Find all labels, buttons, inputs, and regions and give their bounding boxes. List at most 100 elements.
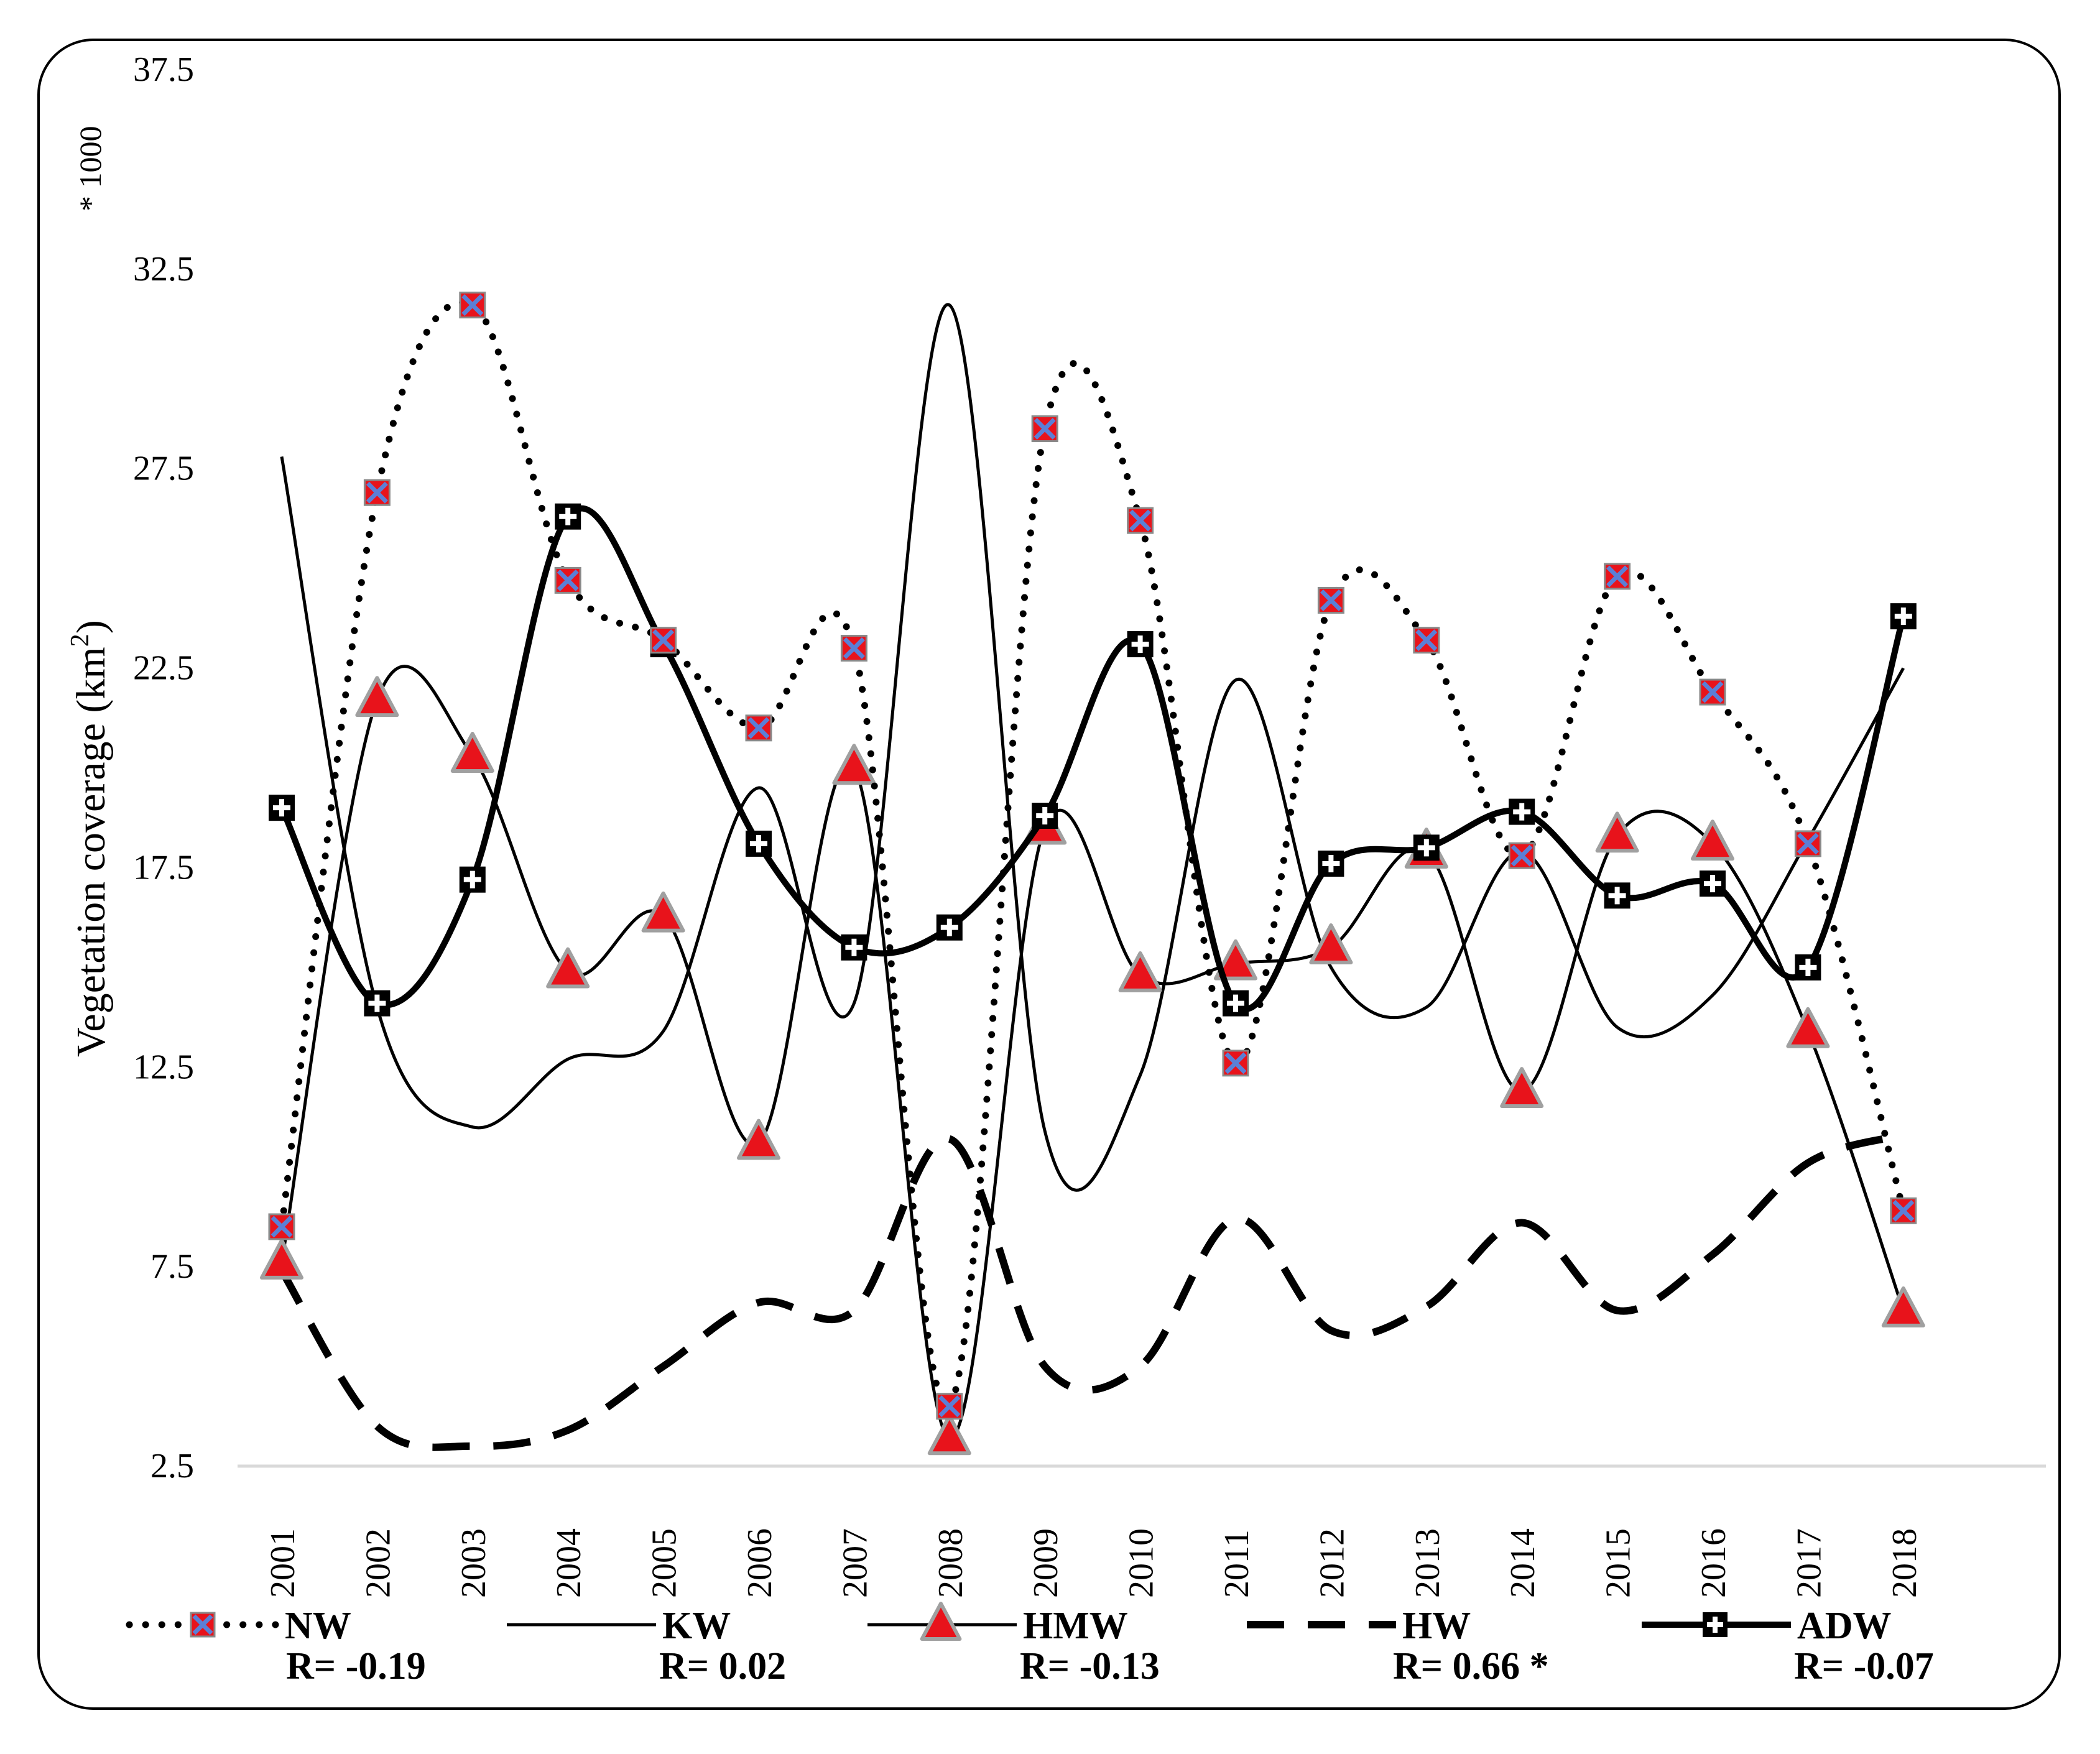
x-tick-label: 2005 <box>645 1528 684 1598</box>
series-nw <box>268 292 1917 1420</box>
y-tick-label: 27.5 <box>133 450 194 488</box>
data-point-nw <box>1890 1197 1917 1224</box>
data-point-hmw <box>1500 1067 1544 1108</box>
data-point-adw <box>1032 803 1058 829</box>
y-tick-label: 2.5 <box>150 1447 194 1485</box>
legend-r-value-kw: R= 0.02 <box>659 1645 786 1687</box>
data-point-adw <box>1795 954 1821 981</box>
data-point-adw <box>555 503 581 530</box>
data-point-nw <box>459 292 486 319</box>
data-point-nw <box>1604 563 1631 590</box>
x-tick-label: 2004 <box>550 1528 588 1598</box>
data-point-adw <box>269 795 295 821</box>
data-point-adw <box>364 990 391 1017</box>
legend-marker <box>920 1602 962 1641</box>
series-line-nw <box>278 299 1907 1411</box>
legend-marker <box>190 1612 216 1638</box>
data-point-hmw <box>1595 811 1639 853</box>
x-tick-label: 2008 <box>932 1528 970 1598</box>
data-point-adw <box>1604 882 1631 909</box>
y-tick-label: 17.5 <box>133 848 194 887</box>
data-point-nw <box>1699 678 1726 706</box>
data-point-nw <box>1222 1050 1249 1077</box>
series-hw <box>278 1131 1905 1451</box>
data-point-hmw <box>641 891 685 933</box>
series-line-hmw <box>280 665 1905 1440</box>
x-tick-label: 2010 <box>1122 1528 1161 1598</box>
data-point-adw <box>1413 834 1440 861</box>
data-point-adw <box>1318 851 1344 877</box>
legend-item-nw: NW <box>126 1605 351 1647</box>
data-point-hmw <box>927 1414 971 1456</box>
data-point-hmw <box>737 1119 780 1160</box>
x-tick-label: 2003 <box>455 1528 493 1598</box>
legend-r-value-hmw: R= -0.13 <box>1020 1645 1160 1687</box>
data-point-nw <box>840 634 867 662</box>
legend-label: ADW <box>1797 1605 1892 1647</box>
data-point-nw <box>1508 842 1535 869</box>
data-point-nw <box>1127 507 1154 534</box>
series-kw <box>280 303 1905 1192</box>
legend-r-value-adw: R= -0.07 <box>1794 1645 1934 1687</box>
data-point-nw <box>363 479 391 506</box>
y-tick-label: 32.5 <box>133 250 194 288</box>
data-point-hmw <box>260 1239 303 1280</box>
data-point-adw <box>1223 990 1249 1017</box>
data-point-nw <box>745 714 772 742</box>
legend-r-value-nw: R= -0.19 <box>286 1645 426 1687</box>
data-point-nw <box>268 1213 295 1240</box>
x-tick-label: 2013 <box>1408 1528 1447 1598</box>
legend-r-value-hw: R= 0.66 * <box>1393 1645 1549 1687</box>
legend-item-kw: KW <box>507 1605 731 1647</box>
legend-label: NW <box>285 1605 351 1647</box>
data-point-adw <box>1127 631 1154 658</box>
x-tick-label: 2002 <box>359 1528 397 1598</box>
y-tick-label: 37.5 <box>133 50 194 89</box>
x-tick-label: 2012 <box>1313 1528 1351 1598</box>
data-point-adw <box>459 866 486 893</box>
series-line-hw <box>278 1131 1905 1451</box>
data-point-hmw <box>832 744 876 785</box>
legend-item-hmw: HMW <box>867 1602 1128 1647</box>
data-point-nw <box>1794 830 1821 857</box>
data-point-adw <box>1890 603 1917 630</box>
data-point-hmw <box>1881 1286 1925 1327</box>
series-line-adw <box>279 505 1907 1012</box>
x-tick-label: 2001 <box>264 1528 302 1598</box>
x-tick-label: 2018 <box>1885 1528 1924 1598</box>
data-point-nw <box>554 566 581 594</box>
data-point-hmw <box>1309 923 1353 964</box>
y-multiplier-label: * 1000 <box>73 126 108 212</box>
data-point-nw <box>936 1393 963 1420</box>
data-point-hmw <box>1691 819 1734 861</box>
y-tick-label: 22.5 <box>133 649 194 688</box>
legend-label: HW <box>1402 1605 1471 1647</box>
data-point-adw <box>746 830 772 857</box>
y-tick-label: 12.5 <box>133 1048 194 1086</box>
data-point-nw <box>650 627 677 654</box>
x-tick-label: 2016 <box>1695 1528 1733 1598</box>
x-tick-label: 2017 <box>1790 1528 1828 1598</box>
x-tick-label: 2014 <box>1504 1528 1542 1598</box>
data-point-hmw <box>546 947 590 989</box>
series-line-kw <box>280 303 1905 1192</box>
data-point-hmw <box>1786 1007 1830 1048</box>
legend-item-adw: ADW <box>1642 1605 1892 1647</box>
series-adw <box>269 503 1917 1017</box>
data-point-adw <box>1509 798 1535 825</box>
data-point-nw <box>1317 586 1344 614</box>
data-point-adw <box>936 914 963 941</box>
y-tick-label: 7.5 <box>150 1247 194 1286</box>
legend-label: HMW <box>1023 1605 1128 1647</box>
x-tick-label: 2009 <box>1027 1528 1065 1598</box>
data-point-nw <box>1031 415 1058 443</box>
data-point-hmw <box>355 676 399 718</box>
data-point-hmw <box>450 732 494 773</box>
y-axis-title: Vegetation coverage (km2) <box>66 620 114 1057</box>
legend-item-hw: HW <box>1247 1605 1471 1647</box>
x-tick-label: 2011 <box>1218 1530 1256 1598</box>
legend-label: KW <box>662 1605 731 1647</box>
x-tick-label: 2007 <box>836 1528 874 1598</box>
data-point-adw <box>841 934 867 961</box>
